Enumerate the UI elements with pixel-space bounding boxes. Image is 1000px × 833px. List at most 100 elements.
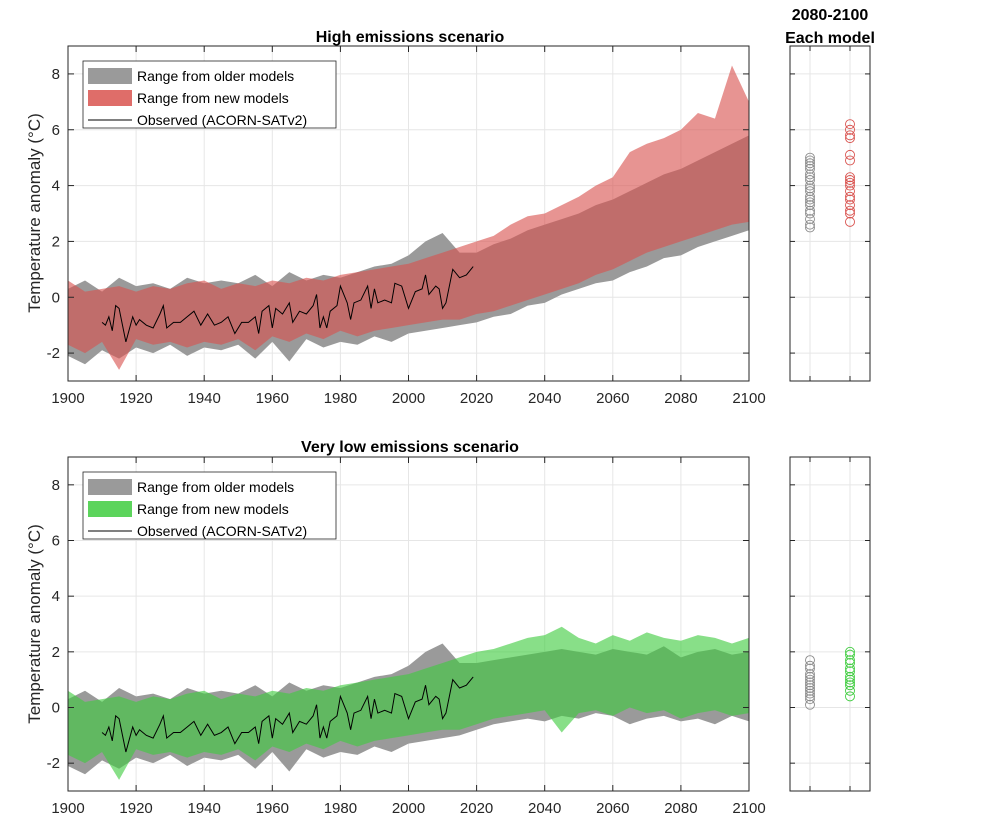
bottom-y-axis-label: Temperature anomaly (°C): [25, 524, 44, 724]
x-tick-label: 2060: [596, 390, 629, 407]
older-model-point: [805, 688, 815, 699]
new-model-point: [845, 663, 855, 674]
legend-label: Observed (ACORN-SATv2): [137, 523, 307, 539]
older-model-point: [805, 163, 815, 174]
y-tick-label: -2: [47, 345, 60, 362]
new-models-range-band: [68, 626, 749, 780]
new-model-point: [845, 124, 855, 135]
x-tick-label: 1900: [51, 800, 84, 817]
observed-line: [101, 676, 474, 753]
older-model-point: [805, 219, 815, 230]
older-model-point: [805, 691, 815, 702]
legend-label: Range from new models: [137, 90, 289, 106]
x-tick-label: 2100: [732, 800, 765, 817]
older-model-point: [805, 155, 815, 166]
new-model-point: [845, 155, 855, 166]
older-model-point: [805, 175, 815, 185]
y-tick-label: 0: [52, 289, 60, 306]
legend-label: Range from new models: [137, 501, 289, 517]
new-model-point: [845, 130, 855, 141]
older-model-point: [805, 158, 815, 169]
x-tick-label: 1980: [324, 800, 357, 817]
y-tick-label: 2: [52, 644, 60, 661]
panel-1: 1900 1920 1940 1960 1980 2000 2020 2040 2060 2080…: [47, 456, 871, 817]
older-model-point: [805, 680, 815, 691]
older-model-point: [805, 683, 815, 693]
x-tick-label: 2100: [732, 390, 765, 407]
older-model-point: [805, 669, 815, 680]
new-model-point: [845, 149, 855, 160]
new-model-point: [845, 177, 855, 188]
new-model-point: [845, 655, 855, 666]
y-tick-label: 8: [52, 477, 60, 494]
older-model-point: [805, 208, 815, 219]
x-tick-label: 2080: [664, 390, 697, 407]
top-y-axis-label: Temperature anomaly (°C): [25, 113, 44, 313]
legend-swatch: [88, 501, 132, 517]
y-tick-label: 6: [52, 533, 60, 550]
older-model-point: [805, 194, 815, 205]
new-model-point: [845, 119, 855, 130]
legend-label: Range from older models: [137, 479, 294, 495]
side-title-line1: 2080-2100: [792, 7, 869, 24]
new-model-point: [845, 172, 855, 183]
older-model-point: [805, 699, 815, 710]
legend-swatch: [88, 479, 132, 495]
new-model-point: [845, 685, 855, 696]
x-tick-label: 2060: [596, 800, 629, 817]
y-tick-label: 2: [52, 233, 60, 250]
new-model-point: [845, 205, 855, 216]
side-plot-frame: [789, 45, 871, 382]
new-model-point: [845, 677, 855, 688]
bottom-chart-title: Very low emissions scenario: [301, 439, 519, 456]
observed-line: [101, 266, 474, 343]
new-model-point: [845, 133, 855, 144]
new-model-point: [845, 191, 855, 202]
x-tick-label: 1920: [119, 390, 152, 407]
x-tick-label: 1960: [256, 390, 289, 407]
x-tick-label: 1940: [188, 390, 221, 407]
x-tick-label: 2000: [392, 800, 425, 817]
y-tick-label: 4: [52, 588, 60, 605]
older-model-point: [805, 152, 815, 163]
new-model-point: [845, 180, 855, 191]
legend-label: Observed (ACORN-SATv2): [137, 112, 307, 128]
y-tick-label: 8: [52, 66, 60, 83]
x-tick-label: 2020: [460, 800, 493, 817]
new-model-point: [845, 674, 855, 685]
top-chart-title: High emissions scenario: [316, 29, 505, 46]
new-model-point: [845, 175, 855, 185]
x-tick-label: 1980: [324, 390, 357, 407]
new-model-point: [845, 194, 855, 205]
y-tick-label: -2: [47, 755, 60, 772]
legend-label: Range from older models: [137, 68, 294, 84]
side-title-line2: Each model: [785, 30, 875, 47]
new-model-point: [845, 680, 855, 691]
new-model-point: [845, 666, 855, 677]
older-model-point: [805, 161, 815, 171]
new-model-point: [845, 200, 855, 211]
older-model-point: [805, 663, 815, 674]
older-model-point: [805, 169, 815, 180]
older-model-point: [805, 674, 815, 685]
x-tick-label: 2020: [460, 390, 493, 407]
new-model-point: [845, 658, 855, 668]
x-tick-label: 2000: [392, 390, 425, 407]
new-model-point: [845, 216, 855, 227]
x-tick-label: 1960: [256, 800, 289, 817]
new-model-point: [845, 186, 855, 197]
x-tick-label: 2040: [528, 800, 561, 817]
new-model-point: [845, 671, 855, 682]
x-tick-label: 1940: [188, 800, 221, 817]
y-tick-label: 6: [52, 122, 60, 139]
x-tick-label: 1920: [119, 800, 152, 817]
older-model-point: [805, 180, 815, 191]
older-model-point: [805, 222, 815, 233]
new-models-range-band: [68, 65, 749, 370]
legend-swatch: [88, 90, 132, 106]
x-tick-label: 2080: [664, 800, 697, 817]
side-plot-frame: [789, 456, 871, 792]
x-tick-label: 2040: [528, 390, 561, 407]
new-model-point: [845, 208, 855, 219]
